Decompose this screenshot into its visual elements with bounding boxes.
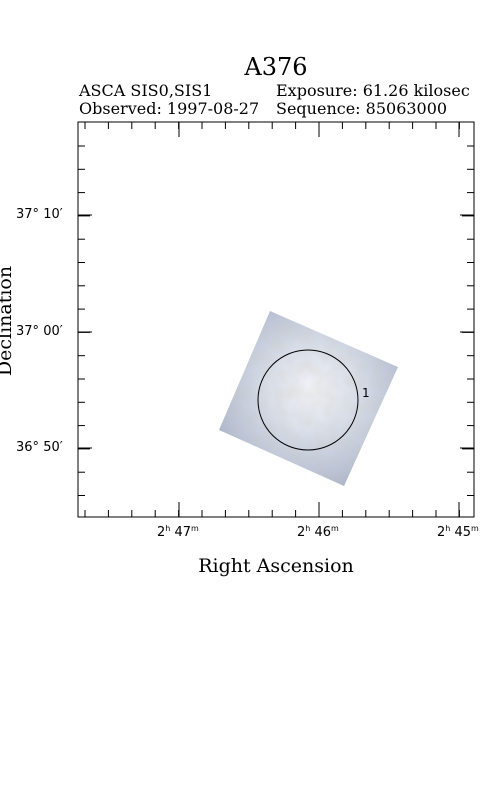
image-grain: [219, 311, 398, 486]
x-axis-label: Right Ascension: [198, 555, 354, 577]
region-circle[interactable]: [257, 349, 359, 451]
exposure-label: Exposure: 61.26 kilosec: [276, 81, 470, 100]
x-tick-label: 2h 47m: [157, 524, 199, 540]
y-axis-label: Declination: [0, 265, 16, 377]
x-tick-label: 2h 45m: [437, 524, 479, 540]
plot-frame: [77, 121, 475, 518]
instrument-label: ASCA SIS0,SIS1: [79, 81, 213, 100]
region-label: 1: [362, 386, 370, 400]
axis-ticks: [78, 122, 474, 517]
y-tick-label: 37° 10′: [16, 207, 63, 222]
sequence-label: Sequence: 85063000: [276, 99, 448, 118]
target-title: A376: [244, 53, 308, 81]
y-tick-label: 37° 00′: [16, 324, 63, 339]
observed-label: Observed: 1997-08-27: [79, 99, 260, 118]
y-tick-label: 36° 50′: [16, 440, 63, 455]
x-tick-label: 2h 46m: [297, 524, 339, 540]
